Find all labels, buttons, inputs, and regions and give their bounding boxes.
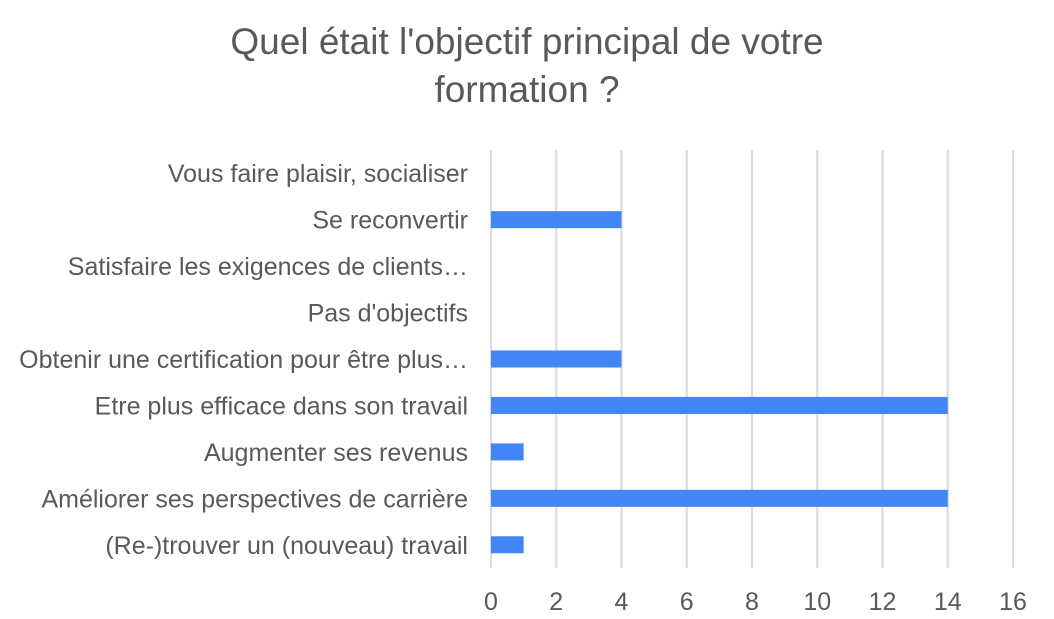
bar (491, 396, 948, 414)
chart-title: Quel était l'objectif principal de votre… (0, 18, 1054, 114)
chart-title-line-2: formation ? (434, 69, 620, 110)
bar (491, 443, 524, 461)
x-tick-label: 6 (680, 588, 694, 616)
bars (491, 211, 948, 554)
x-tick-labels: 0 2 4 6 8 10 12 14 16 (484, 588, 1027, 616)
x-tick-label: 2 (549, 588, 563, 616)
bar (491, 489, 948, 507)
category-label: Améliorer ses perspectives de carrière (41, 485, 468, 513)
x-tick-label: 14 (934, 588, 962, 616)
category-labels: (Re-)trouver un (nouveau) travail Amélior… (19, 160, 468, 560)
x-tick-label: 8 (745, 588, 759, 616)
x-tick-label: 16 (999, 588, 1027, 616)
bar (491, 350, 622, 368)
category-label: Etre plus efficace dans son travail (95, 392, 468, 420)
category-label: Pas d'objectifs (308, 300, 468, 328)
category-label: (Re-)trouver un (nouveau) travail (105, 532, 468, 560)
category-label: Augmenter ses revenus (204, 439, 468, 467)
x-tick-label: 10 (803, 588, 831, 616)
category-label: Vous faire plaisir, socialiser (168, 160, 468, 188)
category-label: Obtenir une certification pour être plus… (19, 346, 468, 374)
category-label: Se reconvertir (312, 207, 468, 235)
chart-title-line-1: Quel était l'objectif principal de votre (230, 21, 824, 62)
x-tick-label: 4 (615, 588, 629, 616)
x-tick-label: 12 (869, 588, 897, 616)
category-label: Satisfaire les exigences de clients… (68, 253, 468, 281)
x-tick-label: 0 (484, 588, 498, 616)
bar (491, 211, 622, 229)
bar (491, 536, 524, 554)
